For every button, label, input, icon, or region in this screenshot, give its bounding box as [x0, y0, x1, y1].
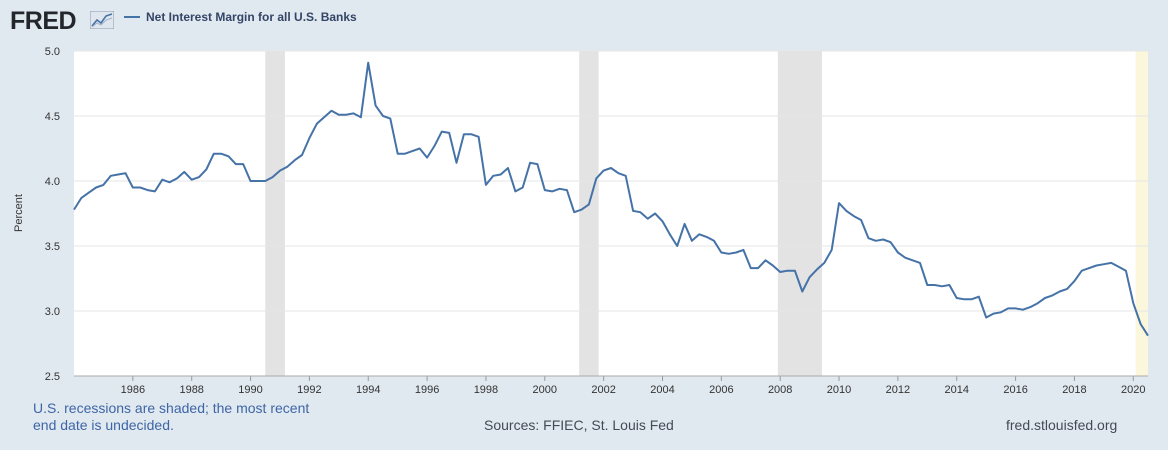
x-tick-label: 1986 [121, 384, 145, 396]
undecided-recession-band [1135, 51, 1148, 376]
x-tick-label: 1992 [297, 384, 321, 396]
x-tick-label: 2008 [768, 384, 792, 396]
series-line[interactable] [73, 61, 1149, 337]
x-tick-label: 1994 [356, 384, 380, 396]
y-axis-title: Percent [13, 194, 25, 232]
x-tick-label: 2006 [709, 384, 733, 396]
plot-area [74, 51, 1148, 376]
x-tick-label: 2002 [591, 384, 615, 396]
y-tick-label: 5.0 [45, 46, 60, 58]
legend-swatch [124, 16, 140, 18]
series-group-0 [73, 61, 1149, 337]
recession-shading [265, 51, 1148, 376]
recession-note: U.S. recessions are shaded; the most rec… [33, 400, 310, 433]
line-chart: 2.53.03.54.04.55.0 1986 1988 1990 1992 1994 1… [13, 46, 1149, 396]
recession-band [777, 51, 822, 376]
site-link[interactable]: fred.stlouisfed.org [1006, 417, 1118, 433]
y-tick-label: 2.5 [45, 371, 60, 383]
fred-logo[interactable]: FRED [10, 7, 77, 35]
legend-series-label[interactable]: Net Interest Margin for all U.S. Banks [146, 10, 357, 24]
y-axis-ticks: 2.5 3.0 3.5 4.0 4.5 5.0 [45, 46, 60, 383]
x-tick-label: 1996 [415, 384, 439, 396]
y-tick-label: 3.0 [45, 306, 60, 318]
x-axis-ticks: 1986 1988 1990 1992 1994 1996 1998 2000 2002 2004… [74, 375, 1148, 396]
sparkline-chart-icon [90, 11, 114, 29]
y-tick-label: 4.0 [45, 176, 60, 188]
sources-text: Sources: FFIEC, St. Louis Fed [484, 417, 674, 433]
x-tick-label: 1998 [474, 384, 498, 396]
recession-band [265, 51, 285, 376]
x-tick-label: 2004 [650, 384, 674, 396]
header: FRED Net Interest Margin for all U.S. Ba… [0, 0, 1168, 44]
x-tick-label: 1988 [179, 384, 203, 396]
x-tick-label: 2014 [944, 384, 968, 396]
x-tick-label: 2010 [827, 384, 851, 396]
x-tick-label: 2020 [1121, 384, 1145, 396]
x-tick-label: 1990 [238, 384, 262, 396]
x-tick-label: 2016 [1003, 384, 1027, 396]
x-tick-label: 2018 [1062, 384, 1086, 396]
x-tick-label: 2012 [886, 384, 910, 396]
recession-band [579, 51, 599, 376]
series-lines [73, 61, 1149, 337]
y-tick-label: 4.5 [45, 111, 60, 123]
legend: Net Interest Margin for all U.S. Banks [124, 10, 357, 24]
y-tick-label: 3.5 [45, 241, 60, 253]
x-tick-label: 2000 [533, 384, 557, 396]
